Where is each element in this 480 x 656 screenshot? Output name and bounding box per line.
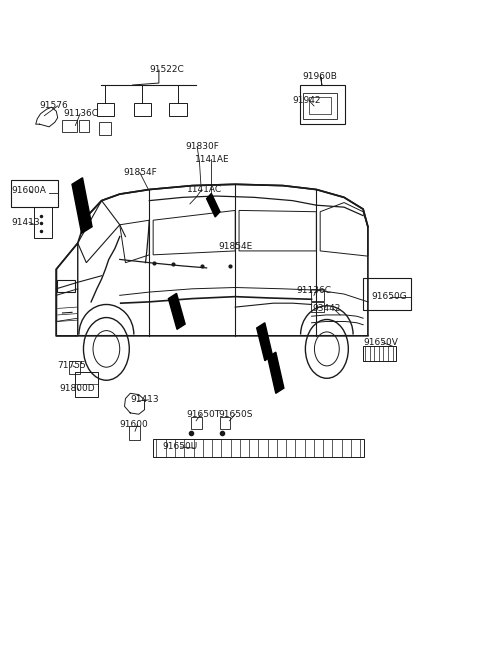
- Text: 91854E: 91854E: [218, 242, 253, 251]
- Bar: [79, 120, 89, 132]
- Polygon shape: [268, 352, 284, 394]
- Text: 1141AC: 1141AC: [187, 185, 222, 194]
- Text: 91136C: 91136C: [63, 110, 98, 118]
- Polygon shape: [168, 293, 185, 329]
- Bar: [97, 102, 114, 115]
- Bar: [303, 93, 337, 119]
- Bar: [62, 120, 77, 132]
- Text: 91800D: 91800D: [60, 384, 95, 392]
- Polygon shape: [206, 194, 220, 217]
- Text: 91960B: 91960B: [302, 72, 337, 81]
- Bar: [153, 439, 364, 457]
- Bar: [99, 122, 111, 135]
- Bar: [220, 417, 230, 429]
- Bar: [133, 102, 151, 115]
- Text: 71755: 71755: [58, 361, 86, 371]
- Text: 91136C: 91136C: [296, 285, 331, 295]
- Text: 91413: 91413: [130, 396, 159, 404]
- Bar: [300, 85, 345, 124]
- Text: 91522C: 91522C: [149, 66, 184, 75]
- Polygon shape: [257, 323, 273, 361]
- Bar: [75, 372, 98, 397]
- Bar: [129, 426, 140, 440]
- Text: 91600A: 91600A: [11, 186, 46, 195]
- Text: 91650G: 91650G: [371, 292, 407, 301]
- Text: 91830F: 91830F: [185, 142, 219, 151]
- Bar: [363, 346, 396, 361]
- Polygon shape: [72, 178, 92, 234]
- Text: 91576: 91576: [39, 102, 68, 110]
- Bar: [363, 278, 411, 310]
- Bar: [69, 361, 80, 374]
- Bar: [169, 102, 187, 115]
- Bar: [311, 289, 324, 300]
- Text: 91854F: 91854F: [123, 168, 157, 177]
- Bar: [192, 417, 202, 429]
- Text: 91600: 91600: [120, 420, 148, 429]
- Text: 91650T: 91650T: [187, 410, 221, 419]
- Text: 91650U: 91650U: [163, 442, 198, 451]
- Text: 93442: 93442: [312, 304, 341, 313]
- Text: 91942: 91942: [292, 96, 321, 105]
- Text: 91650S: 91650S: [218, 410, 253, 419]
- Text: 91413: 91413: [11, 218, 39, 227]
- Bar: [11, 180, 58, 207]
- Bar: [57, 280, 75, 292]
- Bar: [34, 207, 52, 238]
- Bar: [309, 97, 331, 113]
- Text: 1141AE: 1141AE: [195, 155, 229, 164]
- Text: 91650V: 91650V: [363, 338, 398, 347]
- Bar: [311, 302, 324, 312]
